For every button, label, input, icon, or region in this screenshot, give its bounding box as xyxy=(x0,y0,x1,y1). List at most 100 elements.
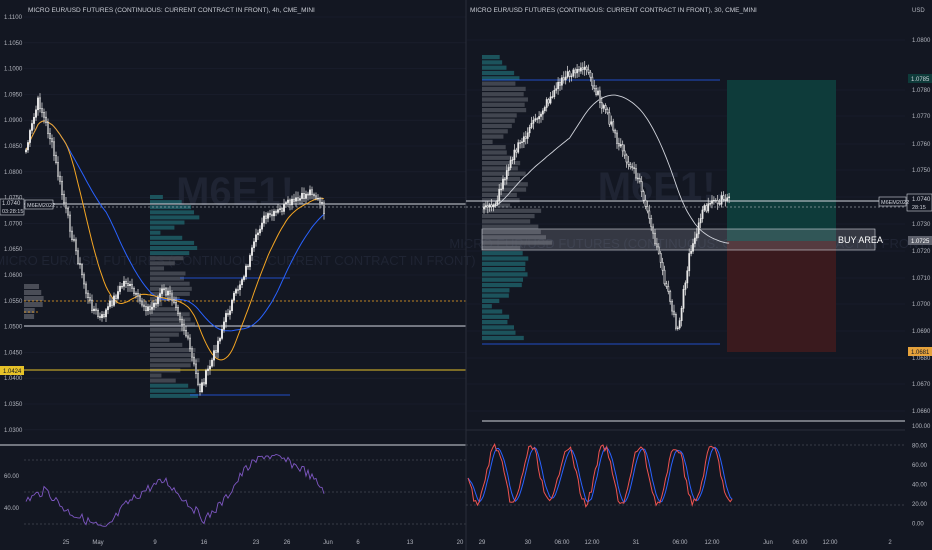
left-candle xyxy=(87,292,89,298)
volume-bar xyxy=(482,224,539,229)
right-candle xyxy=(579,67,582,72)
right-price-tick: 1.0660 xyxy=(912,409,931,415)
volume-bar xyxy=(150,220,185,225)
right-candle xyxy=(521,141,523,143)
target-price-badge xyxy=(908,74,932,83)
right-price-badge xyxy=(906,193,932,212)
left-chart-title: MICRO EUR/USD FUTURES (CONTINUOUS: CURRE… xyxy=(28,7,315,14)
left-yellow-label: 1.0424 xyxy=(3,369,22,375)
volume-bar xyxy=(150,383,189,388)
volume-bar xyxy=(482,113,517,118)
left-candle xyxy=(305,193,307,199)
volume-bar xyxy=(482,139,493,144)
left-price-tick: 1.0450 xyxy=(4,350,23,356)
left-chart-pane[interactable]: M6E1! MICRO EUR/USD FUTURES (CONTINUOUS:… xyxy=(0,7,476,546)
right-price-tick: 1.0690 xyxy=(912,329,931,335)
volume-bar xyxy=(482,214,535,219)
right-price-tick: 1.0770 xyxy=(912,114,931,120)
left-candle xyxy=(297,197,299,201)
left-candle xyxy=(303,192,305,199)
right-candle xyxy=(638,178,641,182)
volume-bar xyxy=(150,205,192,210)
right-candle xyxy=(488,204,491,208)
left-price-tick: 1.0500 xyxy=(4,325,23,331)
right-time-tick: 30 xyxy=(525,540,532,546)
right-countdown-label: 28:15 xyxy=(912,205,926,211)
left-candle xyxy=(281,208,283,212)
left-time-tick: May xyxy=(92,540,103,546)
left-price-tick: 1.0950 xyxy=(4,92,23,98)
right-candle xyxy=(707,203,710,212)
left-candle xyxy=(287,199,289,203)
left-candle xyxy=(169,290,171,295)
right-candle xyxy=(625,154,628,163)
left-price-tick: 1.0700 xyxy=(4,221,23,227)
buy-area-zone[interactable] xyxy=(481,228,876,251)
left-price-badge xyxy=(0,198,25,216)
volume-bar xyxy=(482,134,504,139)
stop-zone[interactable] xyxy=(727,241,836,352)
right-candle xyxy=(699,218,702,224)
left-price-tick: 1.0600 xyxy=(4,273,23,279)
left-price-tick: 1.0550 xyxy=(4,299,23,305)
left-candle xyxy=(259,228,261,234)
right-candle xyxy=(560,77,563,86)
stoch-tick: 100.00 xyxy=(912,424,931,430)
left-candle xyxy=(159,293,161,298)
right-volume-profile xyxy=(482,55,553,341)
target-zone[interactable] xyxy=(727,80,836,241)
right-candle xyxy=(549,96,552,104)
volume-bar xyxy=(482,288,510,293)
left-candle xyxy=(289,199,291,206)
right-chart-pane[interactable]: M6E1!, 30 MICRO EUR/USD FUTURES (CONTINU… xyxy=(449,7,932,546)
left-candle xyxy=(183,324,185,331)
left-candle xyxy=(221,329,223,339)
right-candle xyxy=(538,116,541,120)
buy-area-label[interactable]: BUY AREA xyxy=(838,235,883,245)
left-time-tick: Jun xyxy=(323,540,333,546)
left-candle xyxy=(187,335,189,339)
right-candle xyxy=(530,122,533,128)
left-candle xyxy=(265,215,267,219)
right-candle xyxy=(718,203,721,205)
left-candle xyxy=(321,201,323,204)
volume-bar xyxy=(482,293,509,298)
left-candle xyxy=(317,197,319,200)
left-candle xyxy=(127,283,129,286)
volume-bar xyxy=(150,256,184,261)
right-candle xyxy=(486,205,489,208)
right-candle xyxy=(515,149,518,153)
right-candle xyxy=(536,118,539,120)
volume-bar xyxy=(482,320,508,325)
right-time-tick: 06:00 xyxy=(554,540,570,546)
right-grid xyxy=(466,39,905,412)
left-candle xyxy=(243,276,245,280)
right-candle xyxy=(574,69,577,74)
left-candle xyxy=(79,263,81,265)
right-candle xyxy=(614,129,617,134)
right-candle xyxy=(619,144,622,147)
right-candle xyxy=(610,121,613,125)
left-candle xyxy=(147,306,149,312)
volume-bar xyxy=(150,317,191,322)
left-price-tick: 1.0850 xyxy=(4,144,23,150)
right-candle xyxy=(726,197,729,201)
left-candle xyxy=(313,194,315,197)
right-symbol-label: M6EM2022 xyxy=(881,200,909,206)
volume-bar xyxy=(482,97,528,102)
rsi-tick-40: 40.00 xyxy=(4,506,20,512)
volume-bar xyxy=(482,240,553,245)
left-candle xyxy=(193,356,195,365)
left-candle xyxy=(319,197,321,203)
right-candle xyxy=(505,170,508,180)
left-candle xyxy=(315,195,317,199)
volume-bar xyxy=(482,81,516,86)
right-candle xyxy=(617,143,620,147)
left-price-tick: 1.0300 xyxy=(4,428,23,434)
right-candle xyxy=(701,209,704,219)
left-candle xyxy=(45,116,47,123)
left-candle xyxy=(157,296,159,304)
left-candle xyxy=(51,138,53,143)
volume-bar xyxy=(150,261,175,266)
